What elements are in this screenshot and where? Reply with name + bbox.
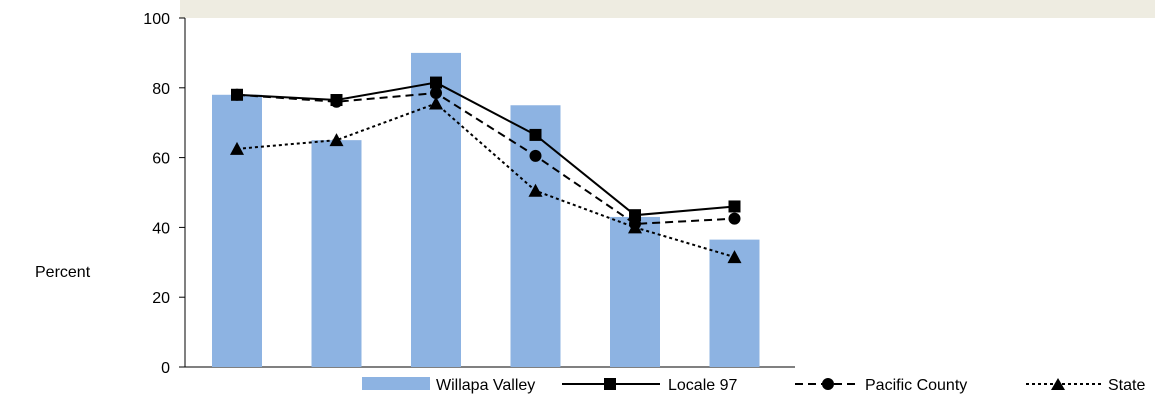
legend-label-locale-97: Locale 97 <box>668 377 737 394</box>
point-pacific-county <box>330 95 343 108</box>
bar <box>610 216 660 367</box>
point-locale-97 <box>529 128 542 141</box>
y-axis: 0 20 40 60 80 100 <box>143 11 795 377</box>
bar <box>311 140 362 367</box>
series-line-state <box>236 102 735 259</box>
bar-series <box>212 52 760 368</box>
point-pacific-county <box>231 88 243 101</box>
legend-marker-circle <box>822 378 834 390</box>
point-locale-97 <box>629 209 641 222</box>
title-band <box>180 0 1155 18</box>
point-state <box>628 220 642 234</box>
point-pacific-county <box>728 212 741 225</box>
legend-label-willapa-valley: Willapa Valley <box>436 377 535 394</box>
point-locale-97 <box>728 200 741 213</box>
series-line-locale-97 <box>236 81 735 217</box>
series-line-pacific-county <box>236 92 735 225</box>
legend-label-state: State <box>1108 377 1145 394</box>
y-tick-label: 80 <box>152 81 170 98</box>
point-state <box>528 183 543 197</box>
y-tick-label: 0 <box>161 360 170 377</box>
point-pacific-county <box>529 149 542 162</box>
line-series <box>230 76 742 264</box>
y-axis-title: Percent <box>35 264 91 281</box>
y-tick-label: 60 <box>152 151 170 168</box>
point-state <box>329 133 344 147</box>
y-tick-label: 100 <box>143 11 170 28</box>
point-state <box>230 141 244 155</box>
legend-marker-triangle <box>1051 378 1065 390</box>
legend-label-pacific-county: Pacific County <box>865 377 967 394</box>
legend-marker-square <box>604 378 616 390</box>
legend-swatch-willapa-valley <box>362 377 430 390</box>
point-state <box>429 96 443 110</box>
y-tick-label: 40 <box>152 220 170 237</box>
bar <box>212 94 262 367</box>
y-tick-label: 20 <box>152 290 170 307</box>
point-pacific-county <box>430 87 442 100</box>
legend-item-bar: Willapa Valley <box>362 377 535 394</box>
point-state <box>727 250 742 264</box>
bar <box>510 105 561 367</box>
legend-item-pacific-county: Pacific County <box>795 377 967 394</box>
point-locale-97 <box>430 76 442 89</box>
legend-item-locale-97: Locale 97 <box>562 377 737 394</box>
legend: Willapa Valley Locale 97 Pacific County … <box>362 377 1145 394</box>
legend-item-state: State <box>1026 377 1145 394</box>
